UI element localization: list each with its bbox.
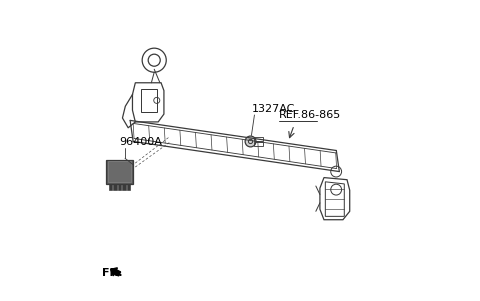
- FancyBboxPatch shape: [109, 184, 112, 190]
- FancyBboxPatch shape: [118, 184, 121, 190]
- Circle shape: [245, 136, 256, 147]
- Text: 96400A: 96400A: [119, 138, 162, 147]
- FancyBboxPatch shape: [108, 161, 132, 182]
- FancyBboxPatch shape: [113, 184, 117, 190]
- Text: FR.: FR.: [102, 268, 122, 278]
- FancyBboxPatch shape: [122, 184, 126, 190]
- FancyBboxPatch shape: [106, 160, 133, 184]
- Text: REF.86-865: REF.86-865: [279, 110, 341, 120]
- FancyArrow shape: [110, 268, 120, 276]
- FancyBboxPatch shape: [127, 184, 131, 190]
- Text: 1327AC: 1327AC: [252, 104, 295, 114]
